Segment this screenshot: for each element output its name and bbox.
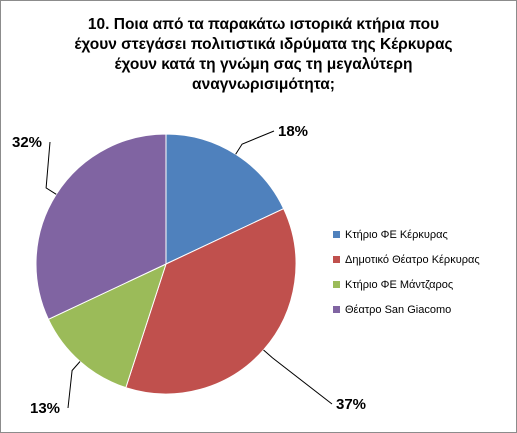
legend-label-3: Θέατρο San Giacomo xyxy=(345,303,452,316)
pie-slice-1 xyxy=(125,207,297,395)
legend-label-1: Δημοτικό Θέατρο Κέρκυρας xyxy=(345,253,480,266)
chart-title-line-1: 10. Ποια από τα παρακάτω ιστορικά κτήρια… xyxy=(87,16,440,33)
pie-slice-3 xyxy=(35,133,167,321)
legend-label-0: Κτήριο ΦΕ Κέρκυρας xyxy=(345,228,448,241)
legend-item-theatro-san-giacomo: Θέατρο San Giacomo xyxy=(333,297,480,322)
leader-line-2 xyxy=(67,361,81,409)
data-label-2: 13% xyxy=(30,400,60,417)
legend-swatch-0 xyxy=(333,231,340,238)
chart-title-line-3: έχουν κατά τη γνώμη σας τη μεγαλύτερη xyxy=(114,56,413,73)
leader-line-0 xyxy=(235,130,275,155)
legend-swatch-2 xyxy=(333,281,340,288)
chart-title: 10. Ποια από τα παρακάτω ιστορικά κτήρια… xyxy=(41,15,486,95)
legend-label-2: Κτήριο ΦΕ Μάντζαρος xyxy=(345,278,454,291)
legend-item-dimotiko-theatro: Δημοτικό Θέατρο Κέρκυρας xyxy=(333,247,480,272)
legend-item-ktirio-fe-kerkyras: Κτήριο ΦΕ Κέρκυρας xyxy=(333,222,480,247)
data-label-0: 18% xyxy=(278,123,308,140)
legend-item-ktirio-fe-mantzaros: Κτήριο ΦΕ Μάντζαρος xyxy=(333,272,480,297)
chart-title-line-4: αναγνωρισιμότητα; xyxy=(192,76,335,93)
chart-legend: Κτήριο ΦΕ Κέρκυρας Δημοτικό Θέατρο Κέρκυ… xyxy=(333,222,480,322)
leader-line-1 xyxy=(263,349,333,405)
leader-line-3 xyxy=(45,141,57,195)
data-label-3: 32% xyxy=(12,134,42,151)
legend-swatch-1 xyxy=(333,256,340,263)
chart-title-line-2: έχουν στεγάσει πολιτιστικά ιδρύματα της … xyxy=(74,36,453,53)
pie-slice-2 xyxy=(47,263,167,389)
legend-swatch-3 xyxy=(333,306,340,313)
data-label-1: 37% xyxy=(336,396,366,413)
